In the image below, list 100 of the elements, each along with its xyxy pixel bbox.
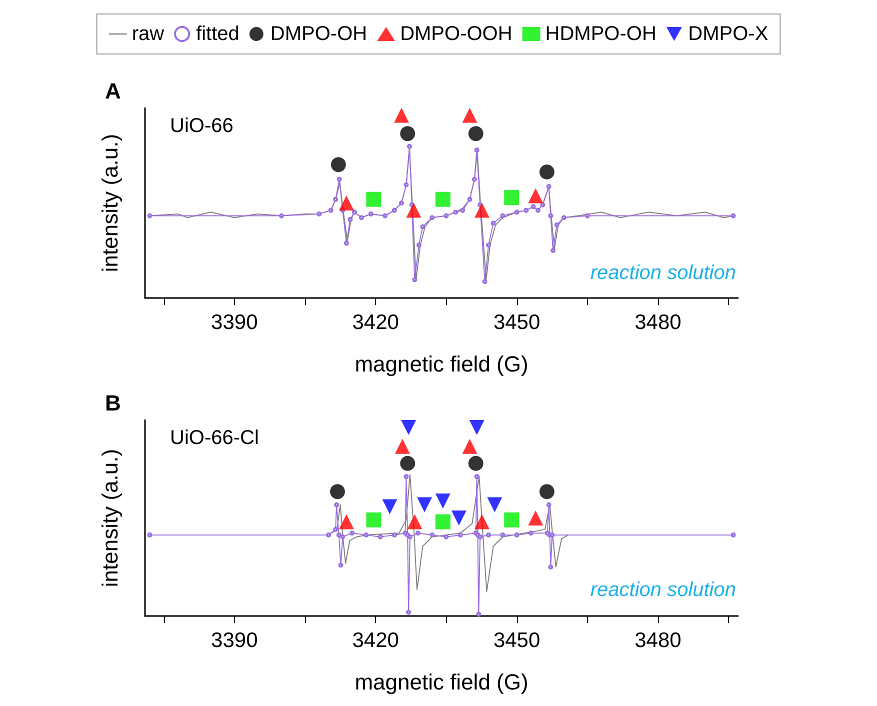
y-axis-title: intensity (a.u.)	[98, 134, 122, 272]
point	[328, 208, 334, 213]
point	[278, 213, 284, 218]
point	[472, 176, 477, 182]
point	[458, 532, 463, 538]
point	[316, 211, 322, 216]
point	[524, 208, 529, 213]
point	[584, 213, 590, 218]
point	[535, 208, 540, 213]
point	[417, 497, 432, 512]
point	[336, 176, 342, 182]
legend-label: DMPO-OOH	[400, 23, 512, 45]
annotation: UiO-66-Cl	[170, 427, 259, 449]
point	[407, 144, 412, 149]
point	[350, 530, 355, 536]
point	[382, 499, 398, 514]
point	[416, 242, 422, 248]
point	[338, 196, 354, 210]
point	[546, 184, 552, 190]
point	[546, 502, 552, 508]
point	[435, 514, 450, 530]
point	[500, 213, 506, 218]
point	[392, 532, 397, 538]
x-tick-label: 3480	[634, 629, 682, 652]
legend-label: raw	[132, 23, 165, 45]
point	[486, 242, 492, 248]
x-tick-label: 3480	[634, 311, 682, 334]
point	[476, 612, 482, 617]
point	[382, 213, 388, 218]
point	[469, 420, 484, 436]
point	[528, 530, 534, 536]
point	[462, 438, 478, 454]
text: A	[105, 78, 121, 104]
point	[348, 216, 353, 222]
point	[147, 213, 152, 218]
point	[326, 532, 332, 538]
point	[530, 204, 536, 210]
x-tick-label: 3390	[211, 629, 258, 652]
point	[474, 514, 490, 530]
point	[435, 192, 450, 207]
point	[404, 182, 409, 188]
point	[340, 534, 346, 540]
point	[330, 157, 346, 172]
text: B	[105, 390, 121, 416]
point	[730, 532, 736, 538]
point	[430, 532, 435, 538]
point	[364, 532, 369, 538]
point	[474, 202, 490, 218]
point	[539, 484, 554, 500]
point	[336, 532, 342, 538]
point	[482, 279, 488, 284]
point	[404, 474, 409, 480]
point	[352, 210, 357, 215]
point	[451, 510, 466, 526]
point	[420, 224, 426, 230]
point	[468, 456, 484, 471]
x-tick-label: 3450	[493, 311, 540, 334]
point	[378, 534, 383, 540]
point	[401, 420, 416, 436]
x-tick-label: 3420	[352, 311, 399, 334]
point	[333, 526, 338, 532]
x-axis-title: magnetic field (G)	[354, 670, 528, 694]
x-axis-title: magnetic field (G)	[354, 352, 528, 376]
point	[338, 562, 344, 568]
point	[453, 210, 458, 215]
point	[730, 213, 736, 218]
x-tick-label: 3420	[352, 629, 399, 652]
x-tick-label: 3450	[493, 629, 540, 652]
x-tick-label: 3390	[211, 311, 258, 334]
point	[554, 222, 560, 228]
annotation: UiO-66	[170, 115, 234, 137]
point	[330, 484, 345, 500]
point	[392, 208, 397, 213]
point	[468, 126, 484, 142]
y-axis-title: intensity (a.u.)	[98, 448, 122, 588]
legend-label: HDMPO-OH	[545, 23, 656, 45]
point	[460, 208, 466, 213]
point	[430, 215, 435, 220]
point	[514, 210, 520, 215]
point	[539, 164, 554, 180]
point	[550, 532, 555, 538]
legend-label: fitted	[196, 23, 240, 45]
point	[487, 497, 502, 512]
legend-label: DMPO-X	[688, 23, 768, 45]
point	[474, 474, 480, 480]
point	[504, 512, 520, 528]
point	[444, 213, 449, 218]
point	[474, 148, 480, 153]
point	[400, 456, 416, 471]
point	[406, 610, 412, 615]
point	[467, 196, 472, 202]
point	[400, 126, 416, 142]
annotation: reaction solution	[590, 262, 736, 284]
point	[366, 512, 382, 528]
point	[344, 240, 349, 246]
point	[514, 532, 520, 538]
point	[394, 438, 410, 454]
point	[338, 514, 354, 530]
annotation: reaction solution	[590, 579, 736, 601]
point	[550, 248, 556, 253]
